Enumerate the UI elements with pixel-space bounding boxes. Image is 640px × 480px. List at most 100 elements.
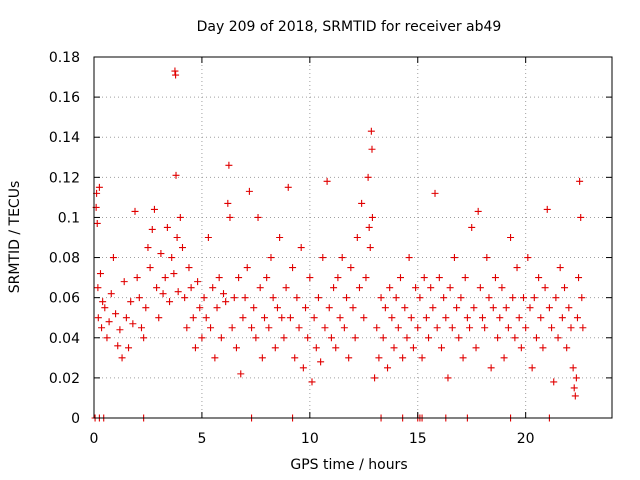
data-point — [278, 314, 286, 322]
data-point — [474, 207, 482, 215]
data-point — [330, 284, 338, 292]
data-point — [273, 304, 281, 312]
data-point — [284, 183, 292, 191]
y-tick-label: 0.16 — [49, 90, 80, 106]
x-axis-label: GPS time / hours — [290, 457, 407, 473]
y-tick-label: 0.18 — [49, 50, 80, 66]
data-point — [215, 274, 223, 282]
data-point — [95, 183, 103, 191]
data-point — [437, 344, 445, 352]
data-point — [98, 324, 106, 332]
data-point — [295, 324, 303, 332]
data-point — [306, 274, 314, 282]
y-tick-label: 0.02 — [49, 371, 80, 387]
data-point — [172, 71, 180, 79]
data-point — [552, 294, 560, 302]
data-point — [340, 324, 348, 332]
data-point — [153, 284, 161, 292]
data-point — [332, 344, 340, 352]
data-point — [412, 284, 420, 292]
data-point — [118, 354, 126, 362]
data-point — [114, 342, 122, 350]
data-point — [567, 324, 575, 332]
data-point — [170, 270, 178, 278]
data-point — [530, 294, 538, 302]
data-point — [565, 304, 573, 312]
data-point — [355, 284, 363, 292]
data-point — [429, 304, 437, 312]
data-point — [319, 254, 327, 262]
data-point — [157, 250, 165, 258]
data-point — [254, 213, 262, 221]
data-point — [528, 364, 536, 372]
axis-ticks: 0 0.02 0.04 0.06 0.08 0.1 0.12 0.14 0.16 0.18 0 5 10… — [49, 50, 612, 447]
data-point — [135, 294, 143, 302]
data-point — [314, 294, 322, 302]
data-point — [155, 314, 163, 322]
y-tick-label: 0.1 — [58, 210, 80, 226]
data-point — [409, 344, 417, 352]
data-point — [173, 234, 181, 241]
data-point — [131, 207, 139, 215]
data-point — [127, 298, 135, 306]
data-point — [364, 173, 372, 181]
data-point — [252, 334, 260, 342]
data-point — [202, 314, 210, 322]
data-point — [343, 294, 351, 302]
y-tick-label: 0.06 — [49, 291, 80, 307]
y-tick-label: 0.14 — [49, 130, 80, 146]
data-point — [107, 290, 115, 298]
data-point — [265, 324, 273, 332]
data-point — [360, 314, 368, 322]
data-point — [144, 244, 152, 252]
data-point — [513, 264, 521, 272]
data-point — [187, 284, 195, 292]
data-point — [207, 324, 215, 332]
data-point — [578, 294, 586, 302]
y-tick-label: 0 — [71, 411, 80, 427]
data-point — [463, 314, 471, 322]
data-point — [532, 334, 540, 342]
data-point — [571, 392, 579, 400]
data-point — [310, 314, 318, 322]
data-point — [373, 324, 381, 332]
data-point — [526, 304, 534, 312]
data-point — [502, 304, 510, 312]
data-point — [401, 304, 409, 312]
data-point — [572, 374, 580, 382]
data-point — [476, 284, 484, 292]
data-point — [440, 294, 448, 302]
data-point — [394, 324, 402, 332]
data-point — [183, 324, 191, 332]
data-point — [166, 298, 174, 306]
y-tick-label: 0.04 — [49, 331, 80, 347]
data-point — [379, 334, 387, 342]
data-point — [575, 274, 583, 282]
plot-frame — [93, 56, 613, 419]
data-point — [431, 189, 439, 197]
data-point — [317, 358, 325, 366]
data-point — [129, 320, 137, 328]
data-point — [243, 264, 251, 272]
data-point — [433, 324, 441, 332]
data-point — [405, 254, 413, 262]
data-point — [109, 254, 117, 262]
data-point — [418, 354, 426, 362]
data-point — [390, 344, 398, 352]
data-point — [414, 324, 422, 332]
data-point — [150, 205, 158, 213]
data-point — [226, 213, 234, 221]
data-point — [189, 314, 197, 322]
data-point — [453, 304, 461, 312]
data-point — [396, 274, 404, 282]
data-point — [213, 304, 221, 312]
data-point — [545, 304, 553, 312]
gridlines — [94, 57, 612, 418]
data-point — [293, 294, 301, 302]
data-point — [116, 326, 124, 334]
data-point — [504, 324, 512, 332]
data-point — [500, 354, 508, 362]
data-point — [579, 324, 587, 332]
data-point — [470, 304, 478, 312]
